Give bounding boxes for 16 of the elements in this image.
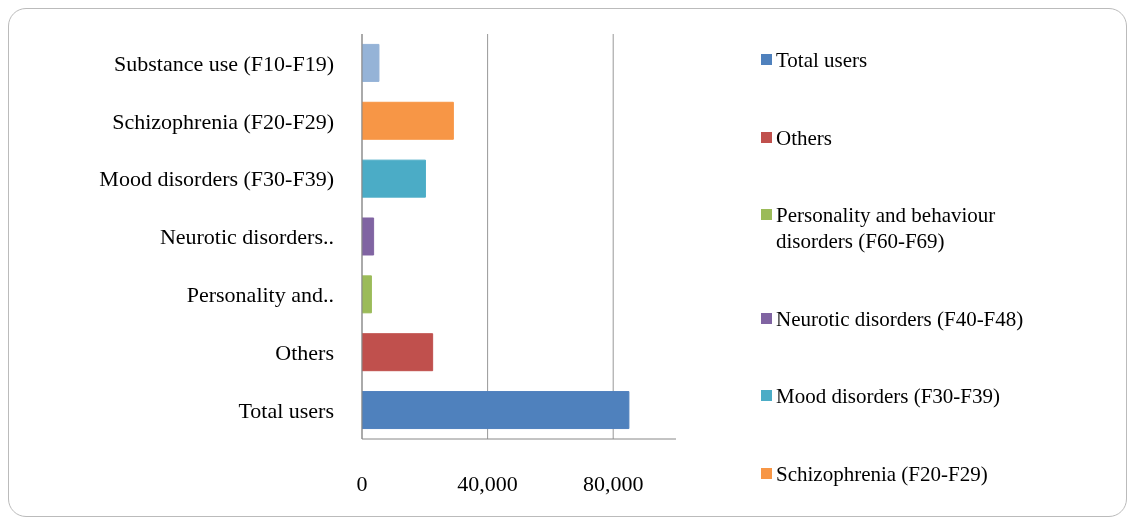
legend-label: Neurotic disorders (F40-F48) — [776, 305, 1025, 332]
y-tick-label: Schizophrenia (F20-F29) — [112, 108, 334, 134]
legend-label: Personality and behaviour disorders (F60-F69) — [776, 202, 997, 255]
legend-label: Others — [776, 124, 833, 151]
y-tick-label: Others — [275, 340, 334, 366]
y-tick-label: Substance use (F10-F19) — [114, 50, 334, 76]
legend-label: Total users — [776, 47, 869, 73]
x-tick-label: 40,000 — [457, 470, 518, 496]
x-tick-label: 80,000 — [582, 470, 644, 496]
y-tick-label: Personality and.. — [186, 282, 334, 308]
y-tick-label: Mood disorders (F30-F39) — [99, 166, 334, 192]
x-tick-label: 0 — [356, 470, 368, 496]
y-tick-label: Neurotic disorders.. — [159, 224, 334, 250]
legend-label: Schizophrenia (F20-F29) — [776, 460, 989, 487]
legend-label: Mood disorders (F30-F39) — [776, 383, 1001, 410]
y-tick-label: Total users — [238, 397, 334, 423]
